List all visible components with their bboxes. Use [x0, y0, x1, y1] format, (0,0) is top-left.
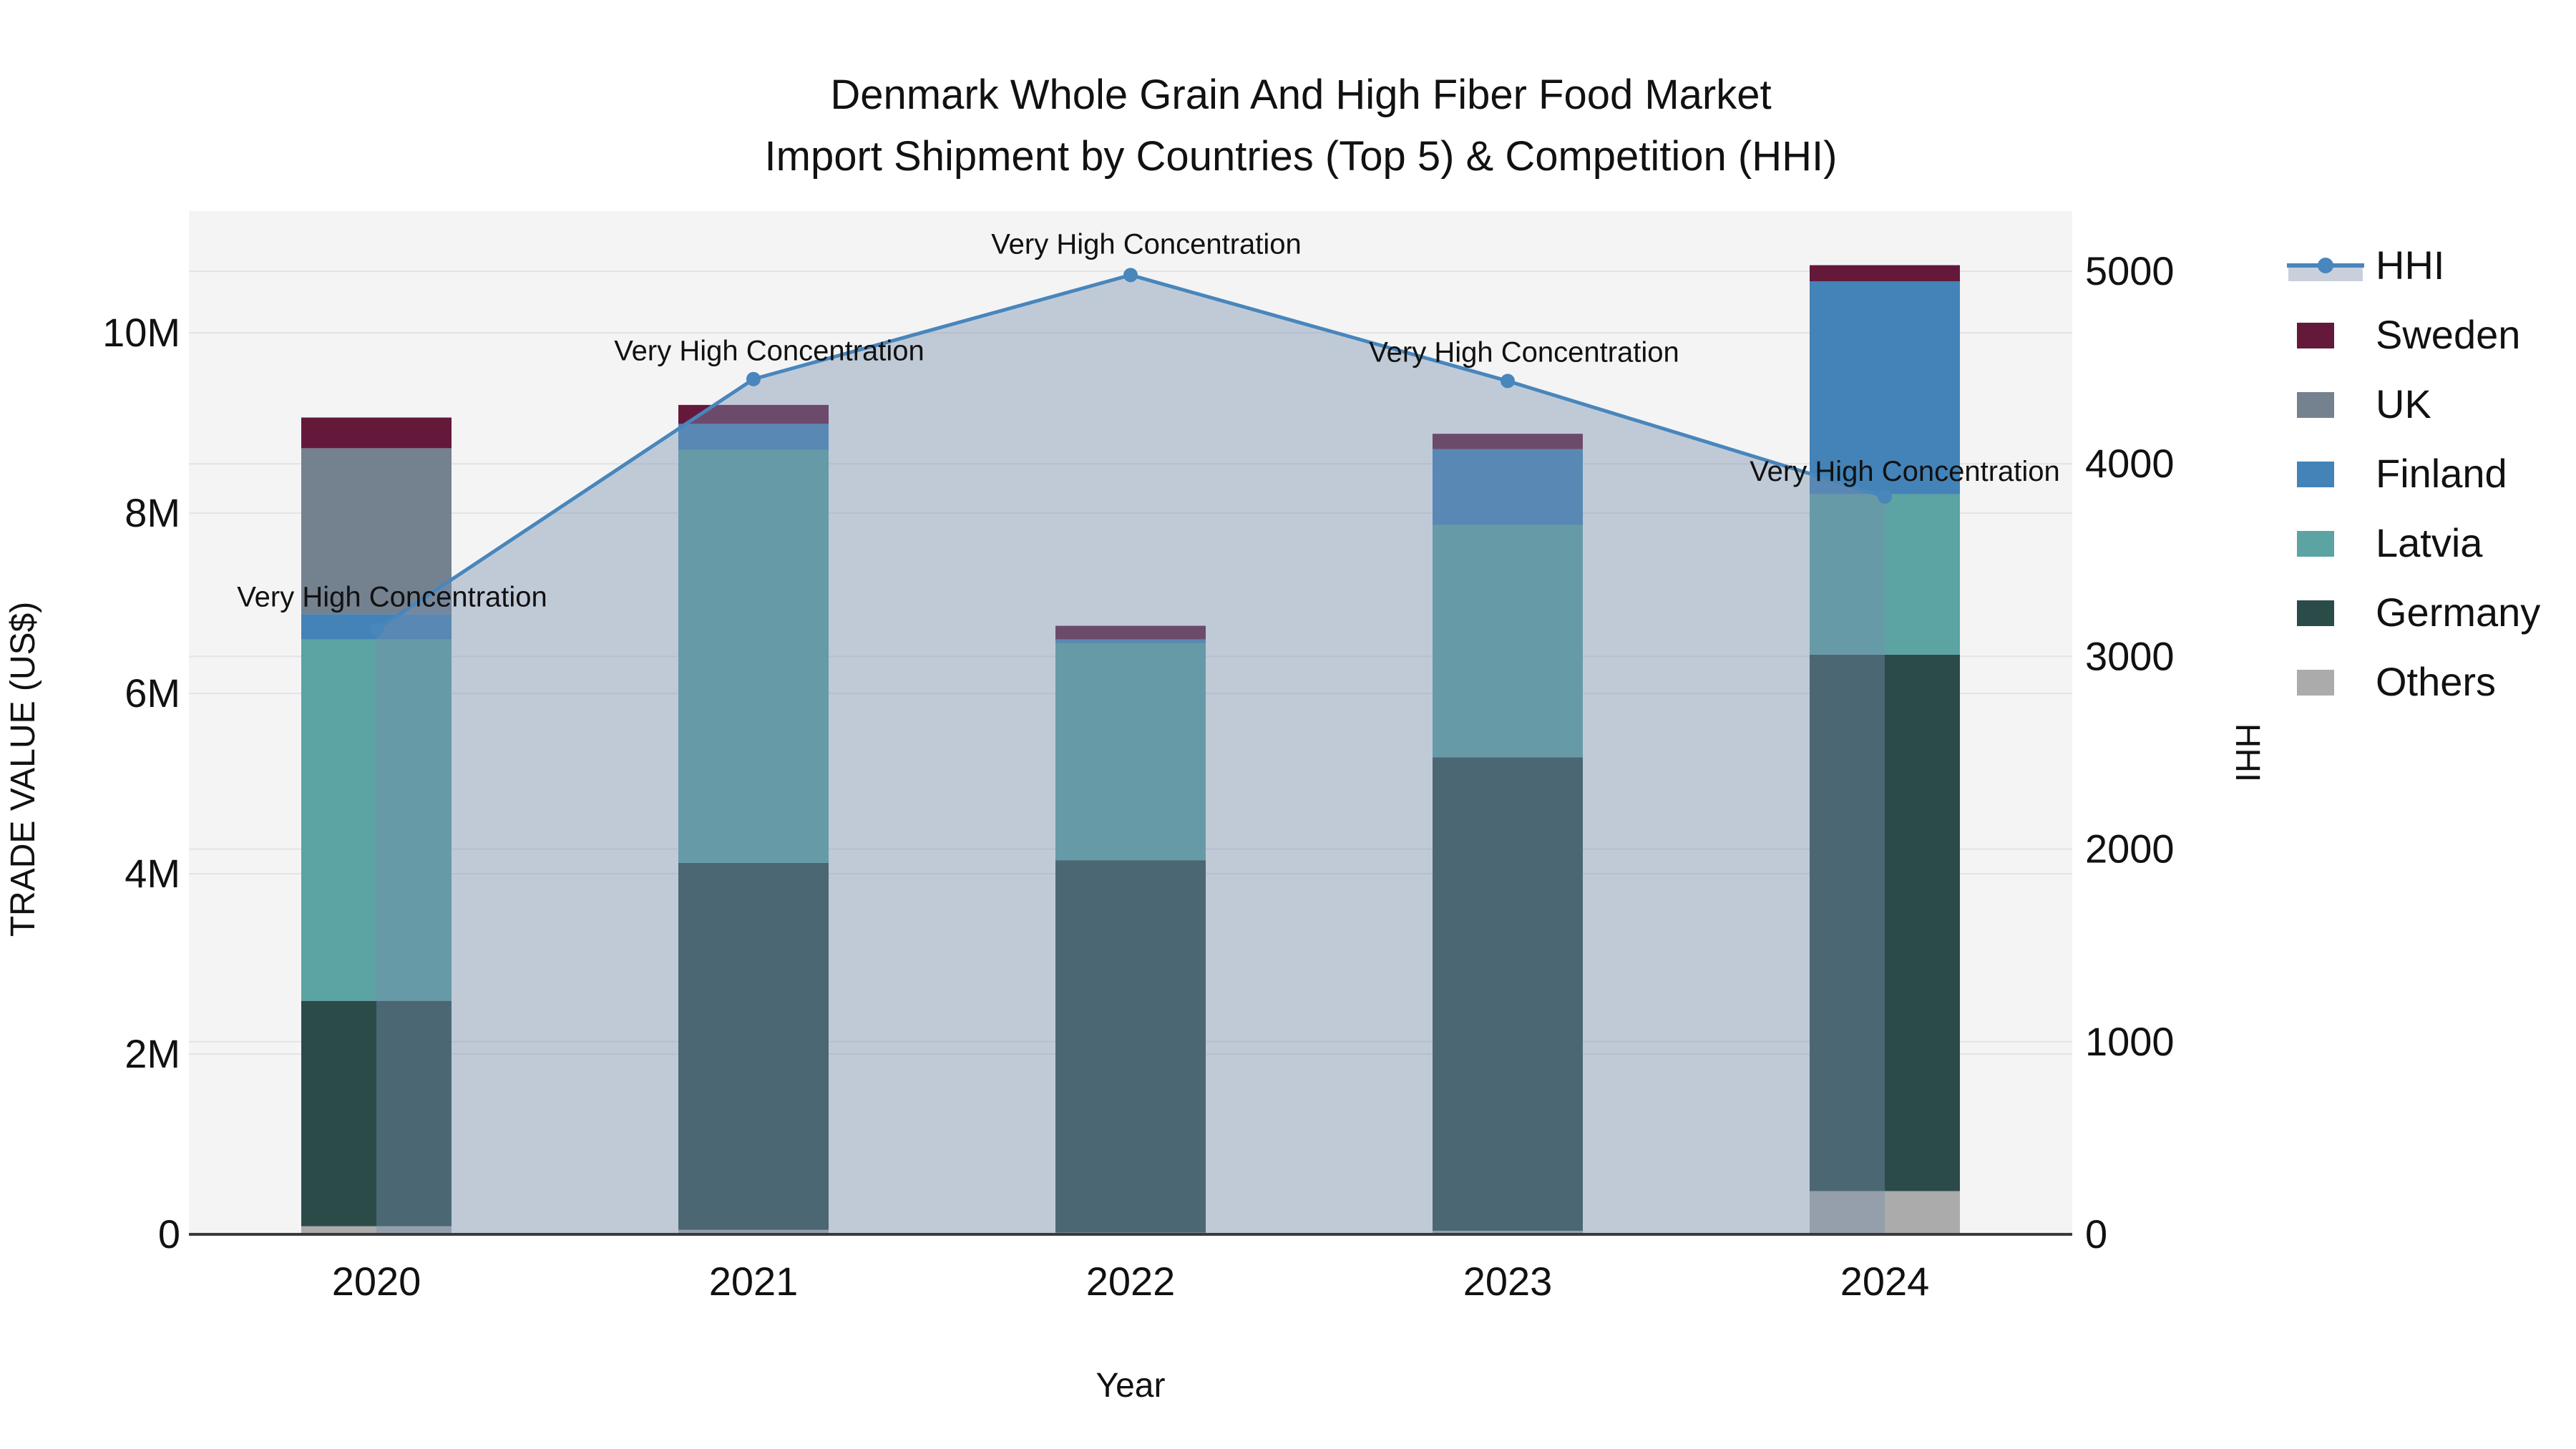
bar-segment-sweden-2024[interactable]	[1810, 265, 1960, 282]
legend-swatch-others	[2297, 670, 2334, 696]
y-right-tick-5000: 5000	[2085, 248, 2175, 293]
annotation-2021: Very High Concentration	[614, 336, 924, 367]
legend-label-uk: UK	[2376, 381, 2431, 426]
y-right-tick-3000: 3000	[2085, 633, 2175, 678]
legend-swatch-uk	[2297, 392, 2334, 418]
annotation-2024: Very High Concentration	[1750, 456, 2060, 487]
bar-segment-germany-2020[interactable]	[301, 1000, 452, 1226]
legend-item-latvia[interactable]: Latvia	[2297, 520, 2483, 565]
legend-item-hhi[interactable]: HHI	[2287, 243, 2444, 288]
annotation-2022: Very High Concentration	[991, 228, 1302, 260]
annotations-group: Very High Concentration Very High Concent…	[237, 228, 2060, 613]
bar-segment-latvia-2021[interactable]	[678, 449, 829, 863]
legend-item-sweden[interactable]: Sweden	[2297, 312, 2520, 357]
legend-item-germany[interactable]: Germany	[2297, 590, 2540, 635]
bar-segment-sweden-2020[interactable]	[301, 417, 452, 449]
y-left-tick-2M: 2M	[125, 1031, 180, 1076]
y-left-axis-title: TRADE VALUE (US$)	[4, 602, 42, 937]
legend-label-latvia: Latvia	[2376, 520, 2483, 565]
bar-segment-germany-2022[interactable]	[1055, 860, 1206, 1233]
legend-swatch-sweden	[2297, 323, 2334, 348]
y-left-tick-8M: 8M	[125, 490, 180, 535]
bar-segment-others-2024[interactable]	[1810, 1191, 1960, 1234]
hhi-marker-2020[interactable]	[369, 622, 384, 637]
bar-segment-finland-2023[interactable]	[1433, 449, 1583, 525]
bar-segment-finland-2022[interactable]	[1055, 639, 1206, 643]
bar-segment-germany-2024[interactable]	[1810, 654, 1960, 1191]
bar-segment-finland-2021[interactable]	[678, 424, 829, 450]
legend-swatch-finland	[2297, 462, 2334, 487]
x-tick-2023: 2023	[1463, 1259, 1553, 1304]
legend-label-finland: Finland	[2376, 451, 2507, 496]
chart-title-line2: Import Shipment by Countries (Top 5) & C…	[765, 133, 1838, 180]
bar-segment-germany-2021[interactable]	[678, 862, 829, 1230]
y-left-tick-0: 0	[158, 1211, 180, 1257]
hhi-marker-2021[interactable]	[746, 371, 761, 386]
bar-segment-uk-2020[interactable]	[301, 448, 452, 615]
bar-segment-latvia-2023[interactable]	[1433, 525, 1583, 758]
y-left-tick-10M: 10M	[102, 310, 180, 355]
y-right-tick-1000: 1000	[2085, 1019, 2175, 1064]
y-right-tick-2000: 2000	[2085, 826, 2175, 872]
legend-swatch-germany	[2297, 600, 2334, 626]
bar-segment-latvia-2024[interactable]	[1810, 494, 1960, 655]
hhi-marker-2023[interactable]	[1501, 374, 1515, 389]
bars-group	[301, 265, 1960, 1234]
tick-labels-group: 0 2M 4M 6M 8M 10M 0 1000 2000 3000 4000 5000 2020 202…	[102, 248, 2175, 1304]
bar-segment-others-2020[interactable]	[301, 1226, 452, 1234]
x-axis-title: Year	[1096, 1367, 1166, 1405]
x-tick-2024: 2024	[1840, 1259, 1930, 1304]
hhi-line-group	[369, 268, 1892, 637]
y-right-tick-4000: 4000	[2085, 441, 2175, 486]
y-left-tick-4M: 4M	[125, 851, 180, 896]
hhi-area	[376, 275, 1885, 1234]
x-tick-2022: 2022	[1086, 1259, 1176, 1304]
legend-hhi-marker-icon	[2318, 258, 2333, 273]
legend-label-others: Others	[2376, 659, 2496, 704]
y-left-tick-6M: 6M	[125, 670, 180, 716]
bar-segment-sweden-2022[interactable]	[1055, 625, 1206, 640]
y-right-axis-title: HHI	[2228, 723, 2266, 783]
legend-label-germany: Germany	[2376, 590, 2540, 635]
bar-segment-others-2023[interactable]	[1433, 1230, 1583, 1234]
hhi-marker-2022[interactable]	[1123, 268, 1138, 283]
bar-segment-sweden-2023[interactable]	[1433, 434, 1583, 449]
chart-title-line1: Denmark Whole Grain And High Fiber Food …	[830, 72, 1771, 118]
legend-swatch-latvia	[2297, 531, 2334, 557]
legend-item-uk[interactable]: UK	[2297, 381, 2431, 426]
x-tick-2020: 2020	[332, 1259, 421, 1304]
annotation-2023: Very High Concentration	[1369, 336, 1679, 368]
hhi-marker-2024[interactable]	[1878, 489, 1892, 504]
bar-segment-others-2021[interactable]	[678, 1229, 829, 1234]
legend-label-sweden: Sweden	[2376, 312, 2520, 357]
y-right-tick-0: 0	[2085, 1211, 2107, 1257]
legend-item-others[interactable]: Others	[2297, 659, 2496, 704]
legend-group: HHI Sweden UK Finland Latvia Germany Others	[2287, 243, 2540, 704]
hhi-area-group	[376, 275, 1885, 1234]
bar-segment-germany-2023[interactable]	[1433, 757, 1583, 1231]
annotation-2020: Very High Concentration	[237, 582, 547, 613]
legend-item-finland[interactable]: Finland	[2297, 451, 2507, 496]
x-tick-2021: 2021	[709, 1259, 799, 1304]
legend-label-hhi: HHI	[2376, 243, 2444, 288]
bar-segment-latvia-2020[interactable]	[301, 639, 452, 1001]
bar-segment-finland-2024[interactable]	[1810, 281, 1960, 494]
bar-segment-latvia-2022[interactable]	[1055, 643, 1206, 861]
